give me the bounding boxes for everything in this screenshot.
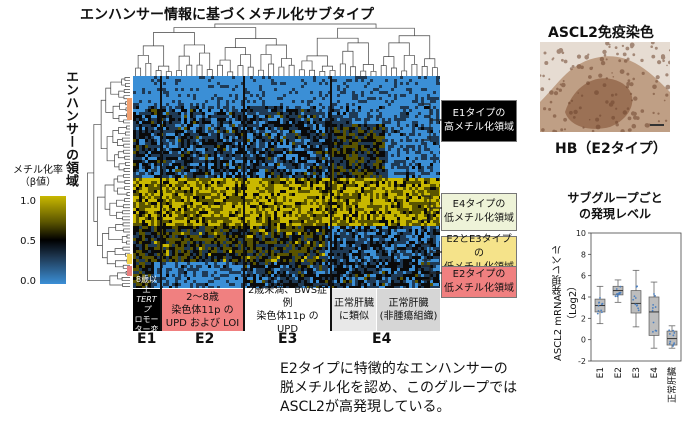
- region-marker-orange: [127, 98, 132, 120]
- box-5: [666, 325, 678, 349]
- x-tick-label: E4: [650, 367, 660, 379]
- y-tick-label: 8: [581, 250, 586, 259]
- row-axis-label: エンハンサーの領域: [63, 70, 78, 187]
- box-4: [648, 281, 660, 349]
- summary-text: E2タイプに特徴的なエンハンサーの 脱メチル化を認め、このグループでは ASCL…: [280, 361, 518, 415]
- region-marker-red: [127, 266, 132, 276]
- divider-e1-e2: [160, 76, 162, 331]
- divider-e2-e3: [243, 76, 245, 331]
- y-tick-label: -2: [578, 357, 586, 366]
- x-tick-label: E3: [632, 367, 642, 378]
- ihc-caption: HB（E2タイプ）: [555, 141, 667, 157]
- colorbar: [40, 196, 66, 284]
- group-e2-desc: 2～8歳 染色体11p の UPD および LOI: [162, 289, 243, 331]
- group-e4b-desc: 正常肝臓 (非腫瘍組織): [377, 289, 440, 331]
- box-e4-hypomethylated: E4タイプの 低メチル化領域: [441, 193, 517, 231]
- colorbar-title: メチル化率 （β値）: [13, 165, 63, 188]
- group-e3-desc: 2歳未満、BWS症例 染色体11p の UPD: [245, 285, 330, 335]
- y-tick-label: 4: [581, 293, 586, 302]
- x-tick-label: E2: [614, 367, 624, 378]
- ihc-image: [540, 42, 670, 132]
- group-e1-desc: 8歳以上 TERTプ ロモー ター変異: [133, 275, 160, 344]
- colorbar-tick-mid: 0.5: [20, 236, 36, 247]
- y-tick-label: 0: [581, 336, 586, 345]
- x-tick-label: 正常肝臓: [666, 367, 678, 403]
- main-title: エンハンサー情報に基づくメチル化サブタイプ: [80, 7, 374, 23]
- y-tick-label: 6: [581, 272, 586, 281]
- divider-e3-e4: [330, 76, 332, 331]
- box-e1-hypermethylated: E1タイプの 高メチル化領域: [441, 100, 517, 142]
- row-dendrogram: [87, 77, 130, 287]
- group-label-e3: E3: [278, 331, 298, 347]
- boxplot-chart: 10 8 6 4 2 0 -2 E1 E2 E3 E4 正常肝臓: [576, 229, 682, 403]
- box-e2-hypomethylated: E2タイプの 低メチル化領域: [441, 266, 517, 298]
- methylation-heatmap: [133, 76, 440, 288]
- group-label-e4: E4: [372, 331, 392, 347]
- group-label-e2: E2: [195, 331, 215, 347]
- group-label-e1: E1: [137, 331, 157, 347]
- region-marker-yellow: [127, 254, 132, 264]
- box-3: [630, 269, 642, 328]
- boxplot-title: サブグループごと の発現レベル: [567, 191, 663, 221]
- ihc-title: ASCL2免疫染色: [548, 25, 654, 41]
- column-dendrogram: [135, 23, 438, 76]
- colorbar-tick-low: 0.0: [20, 276, 36, 287]
- box-1: [594, 285, 606, 325]
- y-tick-label: 10: [576, 229, 586, 238]
- box-2: [612, 279, 624, 303]
- group-e4a-desc: 正常肝臓 に類似: [332, 289, 376, 331]
- y-tick-label: 2: [581, 314, 586, 323]
- bracket-lines: [422, 103, 442, 281]
- x-tick-label: E1: [596, 367, 606, 378]
- colorbar-tick-high: 1.0: [20, 196, 36, 207]
